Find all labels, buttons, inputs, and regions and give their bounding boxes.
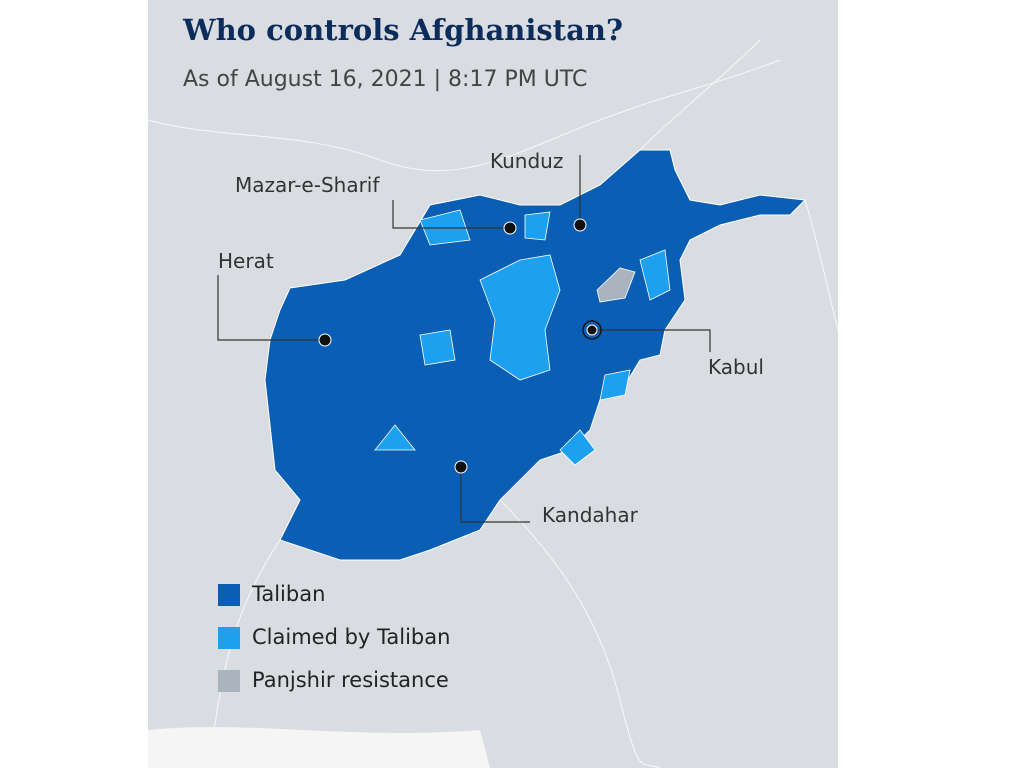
legend-label: Claimed by Taliban bbox=[252, 625, 450, 649]
neighbor-borders bbox=[147, 39, 839, 768]
sea bbox=[148, 727, 490, 768]
leader-line bbox=[392, 200, 510, 229]
capital-ring bbox=[582, 320, 602, 340]
legend-swatch bbox=[218, 584, 240, 606]
legend: Taliban Claimed by Taliban Panjshir resist… bbox=[218, 582, 450, 692]
subtitle: As of August 16, 2021 | 8:17 PM UTC bbox=[183, 67, 587, 92]
city-dot bbox=[454, 460, 468, 474]
city-dot bbox=[573, 218, 587, 232]
legend-label: Taliban bbox=[251, 582, 325, 606]
legend-swatch bbox=[218, 627, 240, 649]
city-label: Kabul bbox=[708, 355, 764, 379]
legend-swatch bbox=[218, 670, 240, 692]
city-label: Kandahar bbox=[542, 503, 639, 527]
leader-line bbox=[592, 329, 711, 352]
legend-label: Panjshir resistance bbox=[252, 668, 449, 692]
city-label: Kunduz bbox=[490, 149, 563, 173]
city-label: Mazar-e-Sharif bbox=[235, 173, 380, 197]
leader-line bbox=[217, 275, 325, 341]
city-dot bbox=[318, 333, 332, 347]
panjshir-area bbox=[596, 267, 636, 303]
title: Who controls Afghanistan? bbox=[182, 13, 623, 47]
leader-line bbox=[460, 467, 530, 523]
city-dot bbox=[586, 324, 598, 336]
city-label: Herat bbox=[218, 249, 274, 273]
city-dot bbox=[503, 221, 517, 235]
